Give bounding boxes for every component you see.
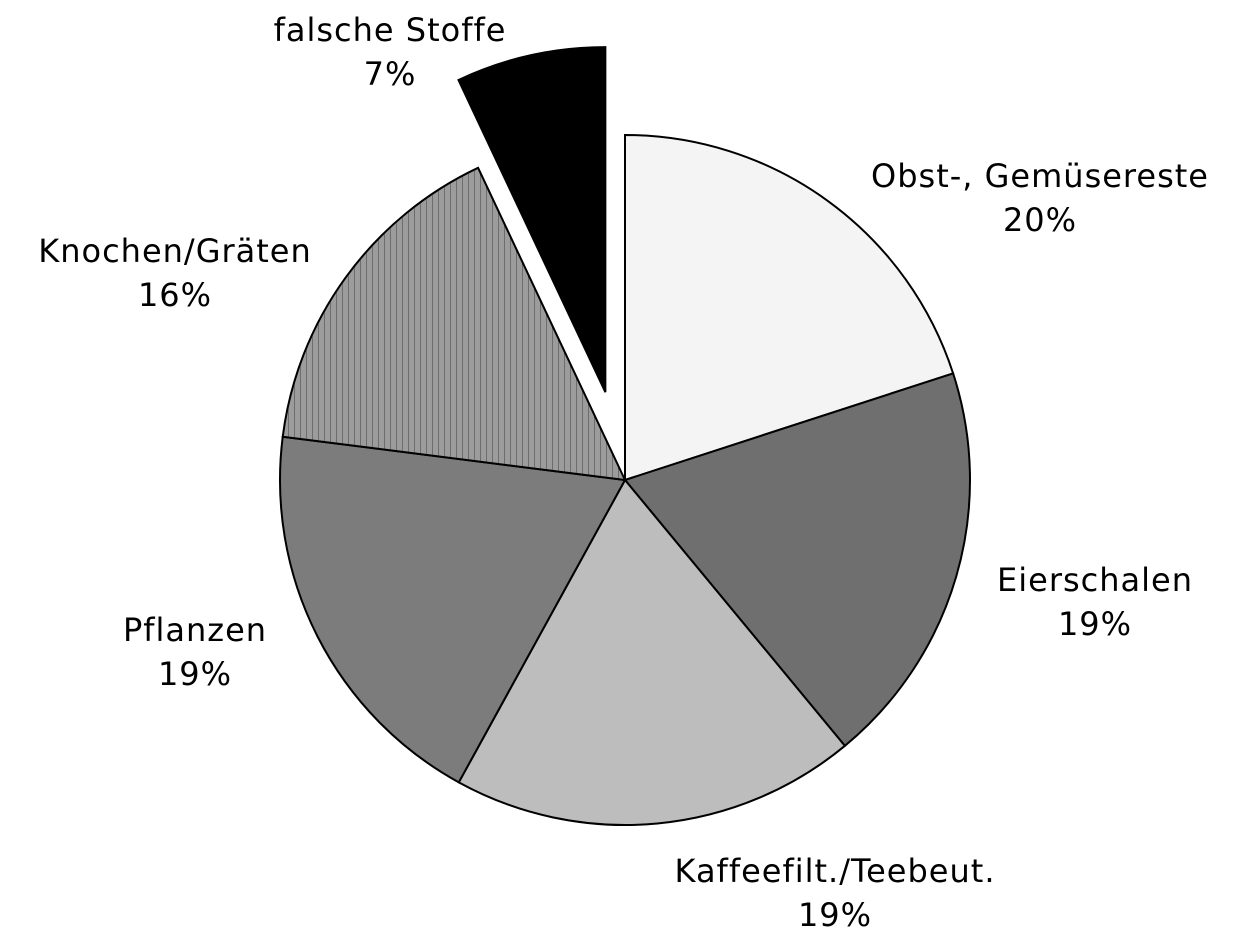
slice-value-label: 20% <box>1003 201 1077 239</box>
slice-label: Obst-, Gemüsereste <box>871 157 1209 195</box>
slice-label: Kaffeefilt./Teebeut. <box>675 852 996 890</box>
pie-slice <box>624 133 955 482</box>
pie-slice <box>279 435 627 784</box>
slice-label: Eierschalen <box>997 561 1193 599</box>
pie-slice <box>457 478 847 826</box>
slice-hatch <box>282 167 625 481</box>
slice-label: Pflanzen <box>123 611 267 649</box>
slice-value-label: 19% <box>798 896 872 927</box>
slice-value-label: 19% <box>1058 605 1132 643</box>
slice-label: Knochen/Gräten <box>38 232 312 270</box>
slice-label: falsche Stoffe <box>274 11 507 49</box>
pie-slice <box>623 372 971 748</box>
slice-value-label: 19% <box>158 655 232 693</box>
pie-slice <box>457 46 607 393</box>
slice-value-label: 16% <box>138 276 212 314</box>
slice-value-label: 7% <box>364 55 417 93</box>
